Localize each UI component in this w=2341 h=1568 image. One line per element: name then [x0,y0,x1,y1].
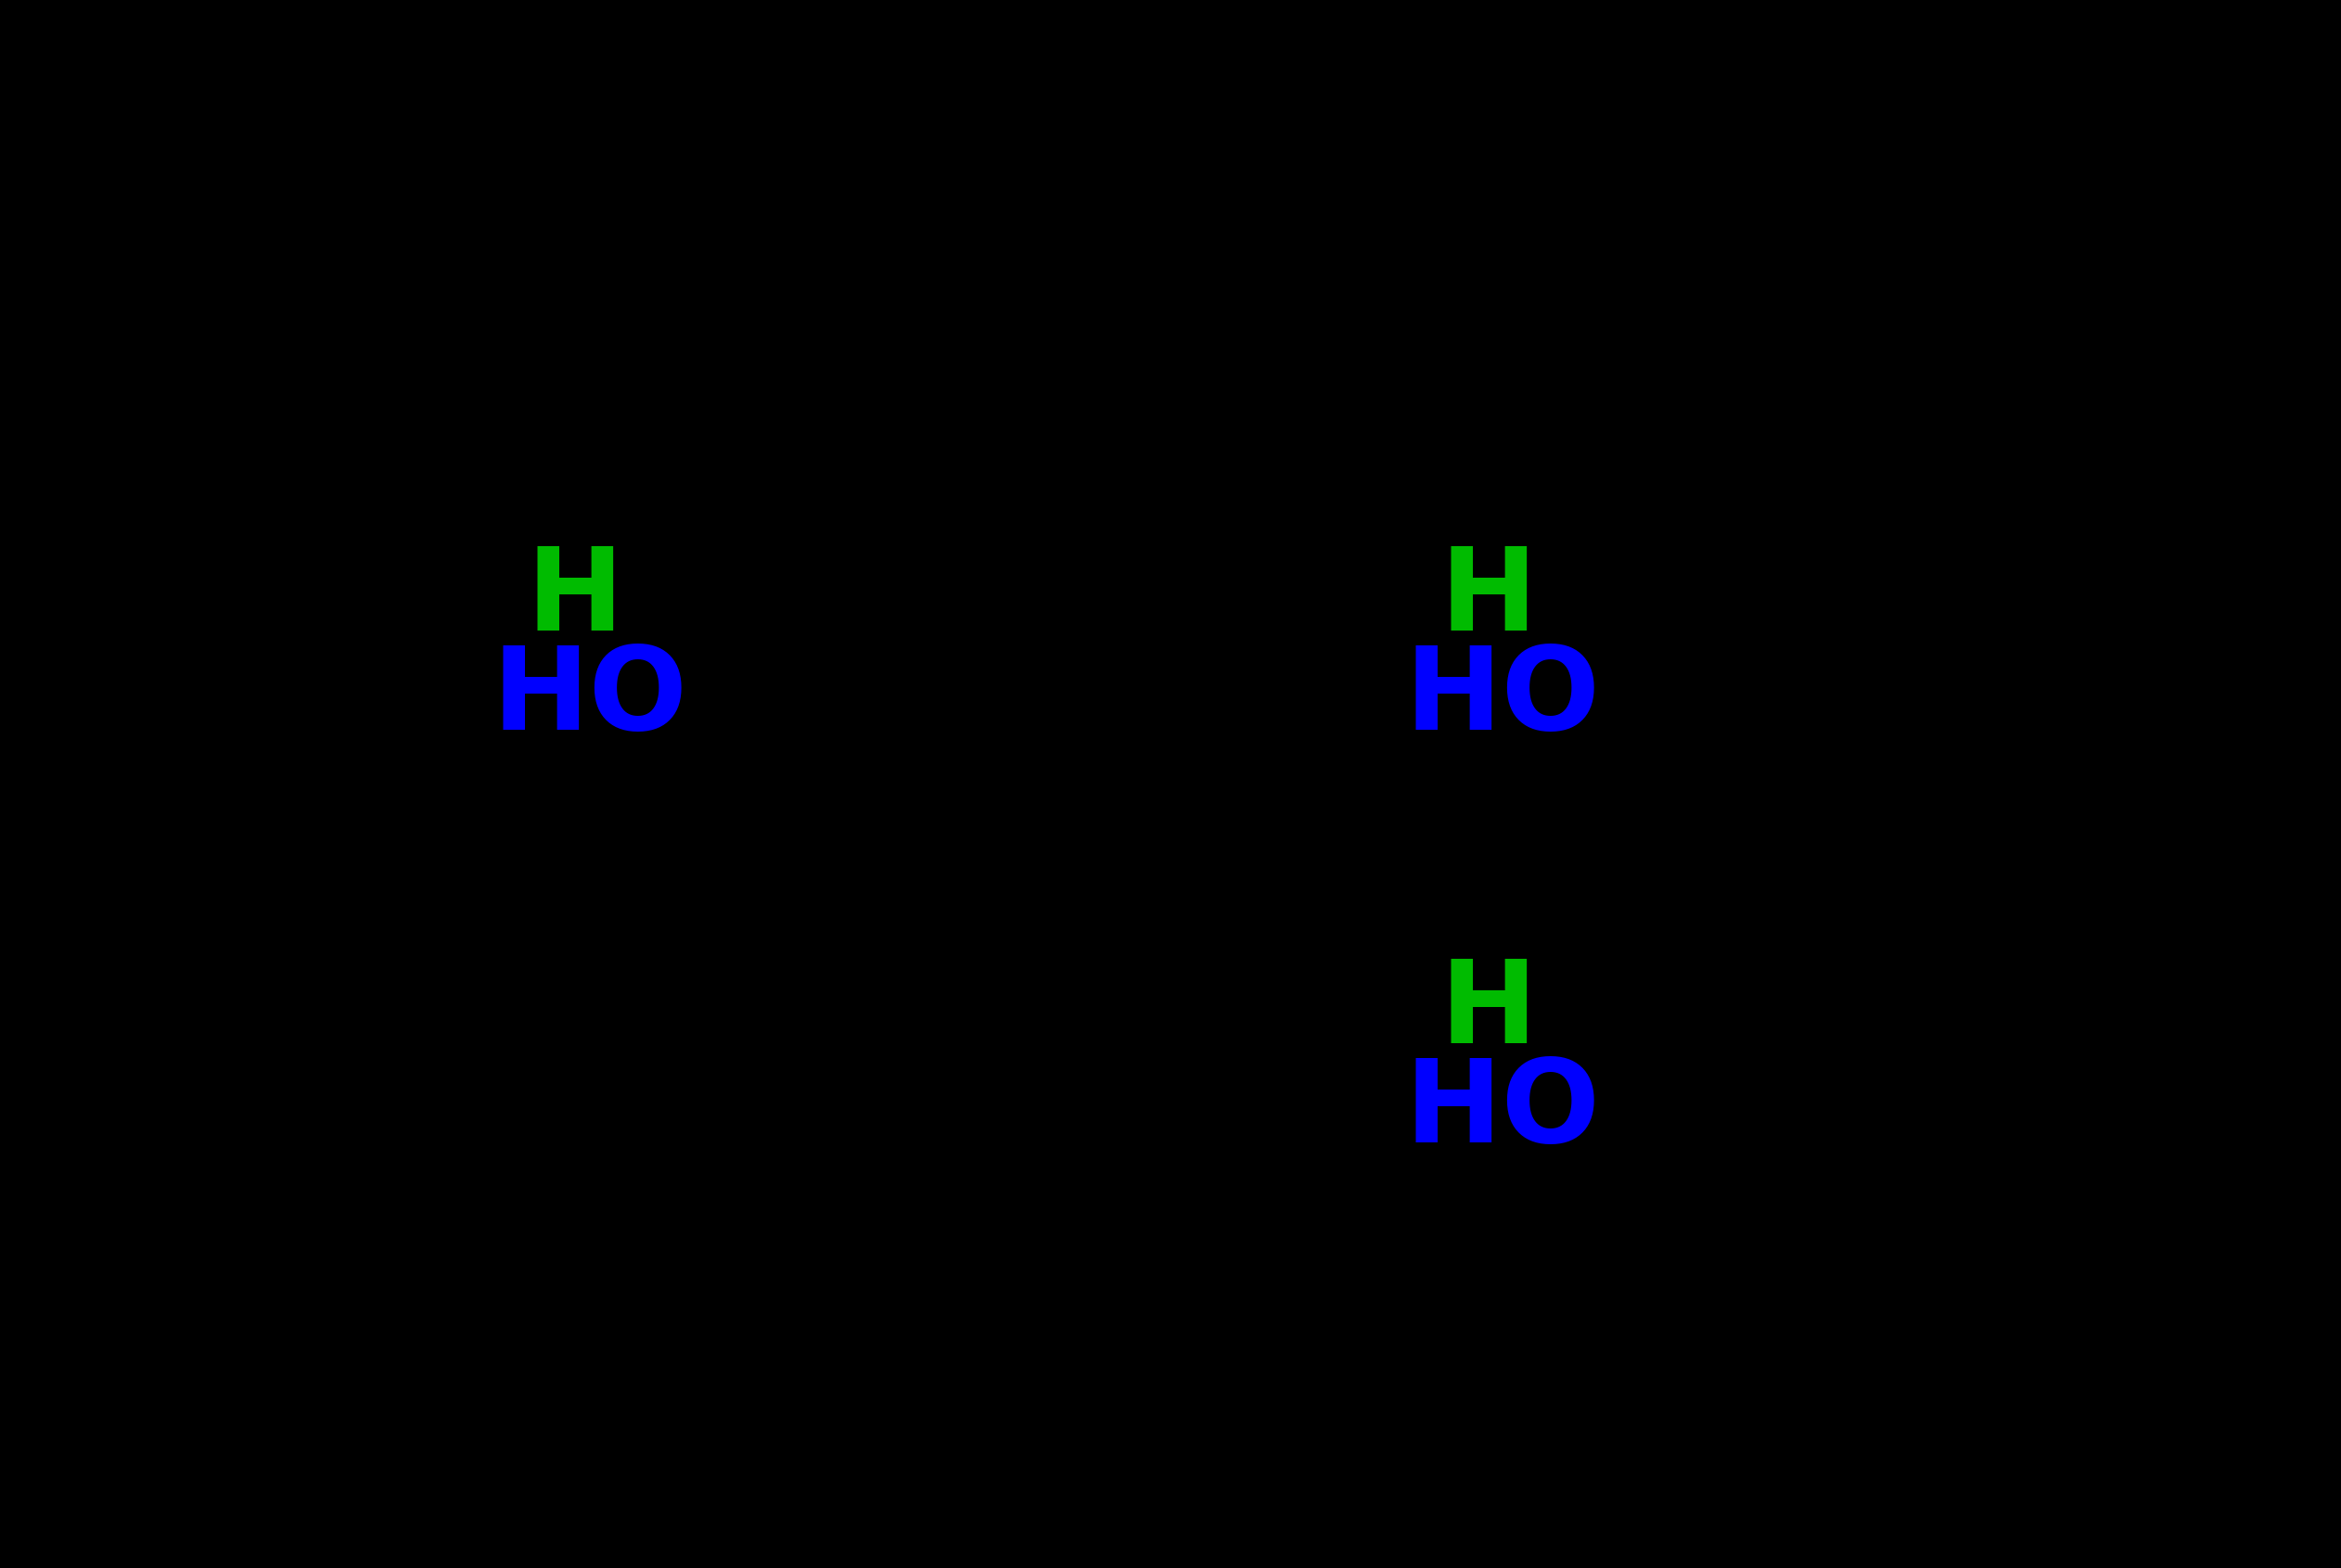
Text: H: H [1440,955,1536,1068]
Text: HO: HO [492,641,688,754]
Text: H: H [527,543,623,655]
Text: HO: HO [1405,1054,1601,1167]
Text: H: H [1440,543,1536,655]
Text: HO: HO [1405,641,1601,754]
